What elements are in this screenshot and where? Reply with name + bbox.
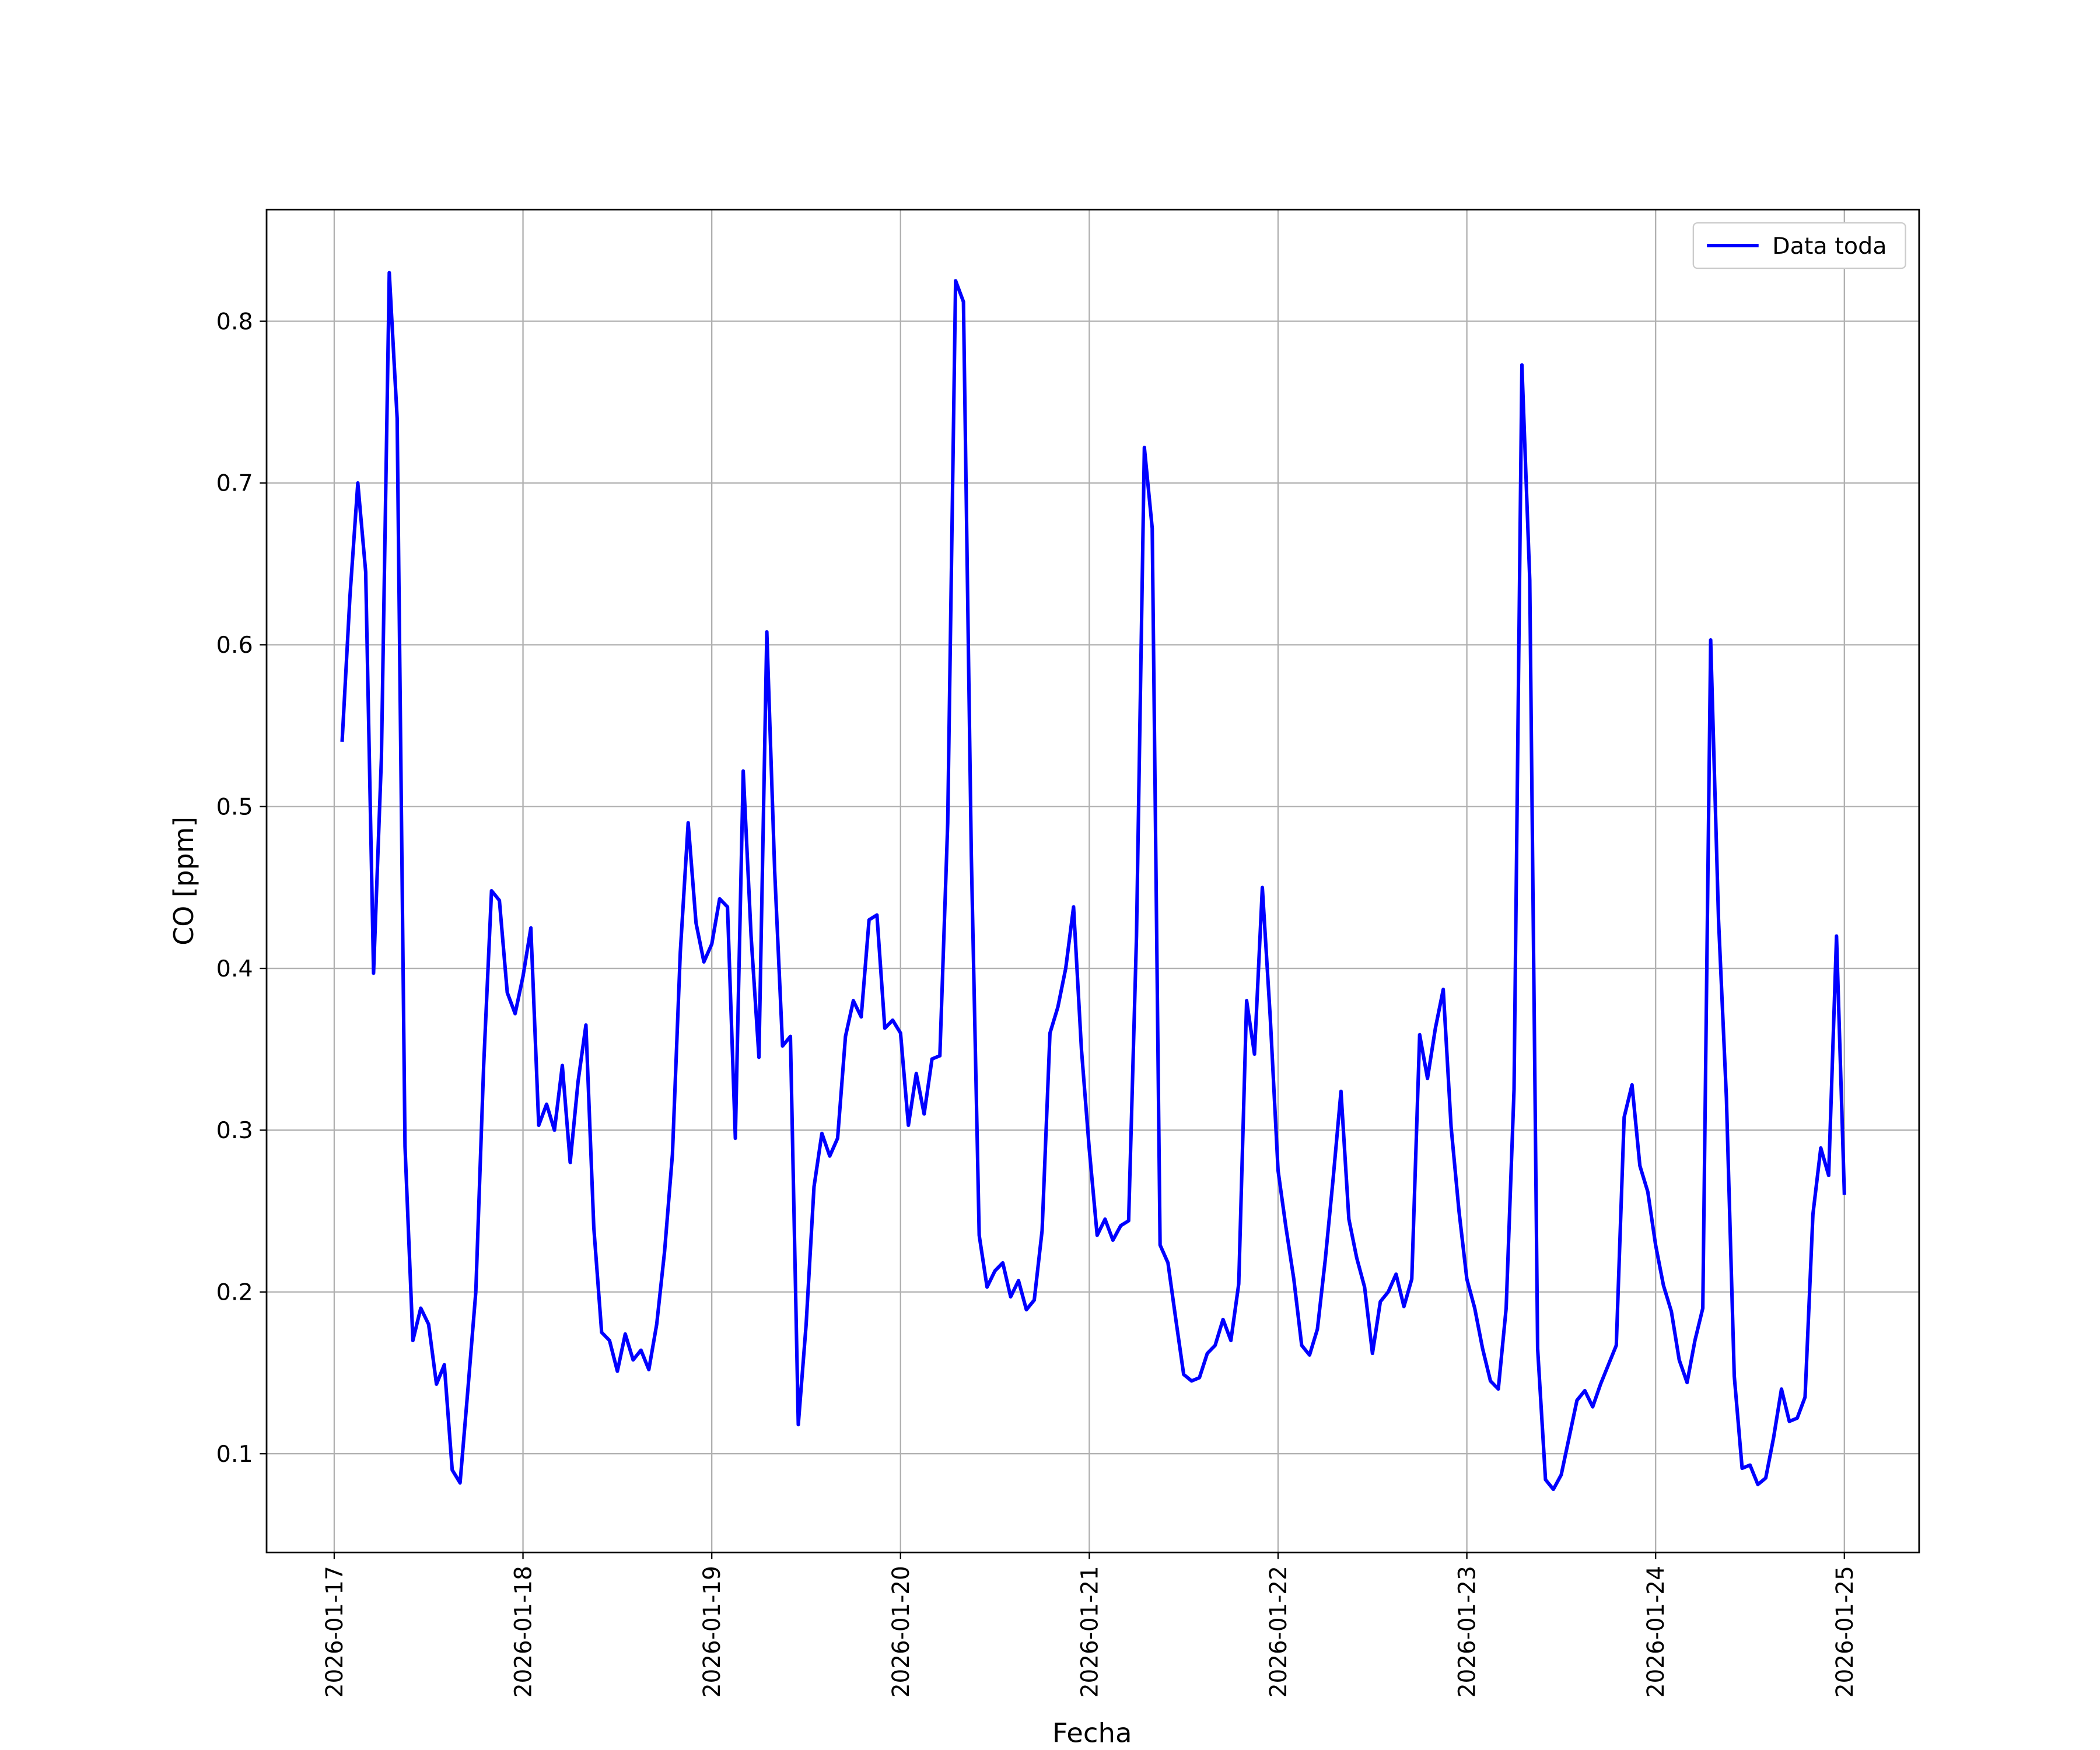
x-axis-label: Fecha <box>1052 1717 1132 1748</box>
y-tick-label: 0.1 <box>216 1441 253 1468</box>
x-tick-label: 2026-01-18 <box>510 1566 537 1698</box>
y-tick-label: 0.3 <box>216 1118 253 1144</box>
y-tick-label: 0.2 <box>216 1280 253 1306</box>
x-tick-label: 2026-01-22 <box>1266 1566 1292 1698</box>
y-tick-label: 0.8 <box>216 309 253 335</box>
y-axis-label: CO [ppm] <box>168 817 200 946</box>
y-tick-label: 0.4 <box>216 956 253 982</box>
y-tick-label: 0.7 <box>216 471 253 497</box>
x-tick-label: 2026-01-21 <box>1077 1566 1103 1698</box>
data-line <box>340 271 1846 1492</box>
y-tick-label: 0.6 <box>216 632 253 659</box>
legend-box <box>1692 222 1906 270</box>
y-tick-label: 0.5 <box>216 794 253 821</box>
legend-label: Data toda <box>1772 233 1887 260</box>
plot-frame <box>265 208 1920 1553</box>
x-tick-label: 2026-01-25 <box>1832 1566 1858 1698</box>
x-tick-label: 2026-01-19 <box>699 1566 726 1698</box>
x-tick-label: 2026-01-23 <box>1454 1566 1480 1698</box>
x-tick-label: 2026-01-24 <box>1643 1566 1670 1698</box>
x-tick-label: 2026-01-20 <box>888 1566 914 1698</box>
x-tick-label: 2026-01-17 <box>322 1566 348 1698</box>
